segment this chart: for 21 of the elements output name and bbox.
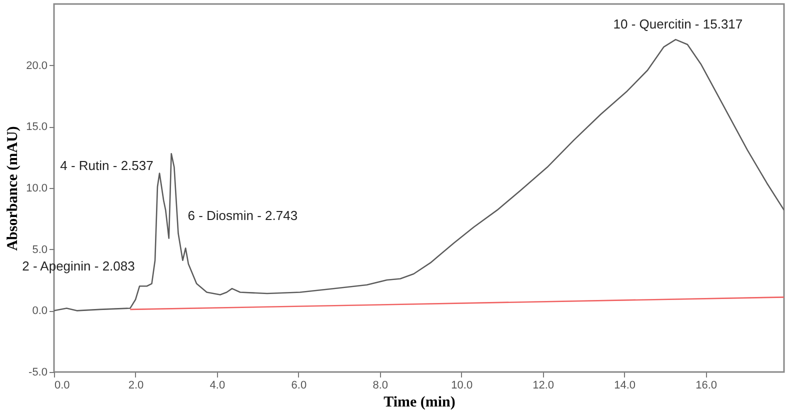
x-tick-label: 2.0 bbox=[128, 380, 144, 392]
x-axis-title: Time (min) bbox=[384, 394, 456, 410]
y-tick-label: 0.0 bbox=[32, 305, 48, 318]
y-tick-label: 20.0 bbox=[26, 60, 48, 72]
x-tick-label: 0.0 bbox=[54, 380, 70, 392]
x-tick-label: 4.0 bbox=[210, 380, 226, 392]
x-tick-label: 16.0 bbox=[696, 380, 717, 392]
x-tick-label: 6.0 bbox=[291, 380, 307, 392]
y-axis-title: Absorbance (mAU) bbox=[5, 126, 22, 251]
x-tick-label: 12.0 bbox=[532, 380, 554, 392]
annotation: 2 - Apeginin - 2.083 bbox=[22, 258, 135, 274]
y-tick-label: 5.0 bbox=[32, 244, 48, 256]
annotation: 6 - Diosmin - 2.743 bbox=[188, 208, 298, 224]
annotation: 4 - Rutin - 2.537 bbox=[60, 158, 154, 173]
y-tick-label: -5.0 bbox=[28, 366, 48, 378]
x-tick-label: 10.0 bbox=[451, 380, 473, 392]
y-tick-label: 10.0 bbox=[26, 182, 48, 194]
y-tick-label: 15.0 bbox=[26, 121, 48, 134]
x-tick-label: 14.0 bbox=[614, 380, 636, 392]
annotation: 10 - Quercitin - 15.317 bbox=[613, 16, 743, 32]
x-tick-label: 8.0 bbox=[372, 380, 388, 392]
